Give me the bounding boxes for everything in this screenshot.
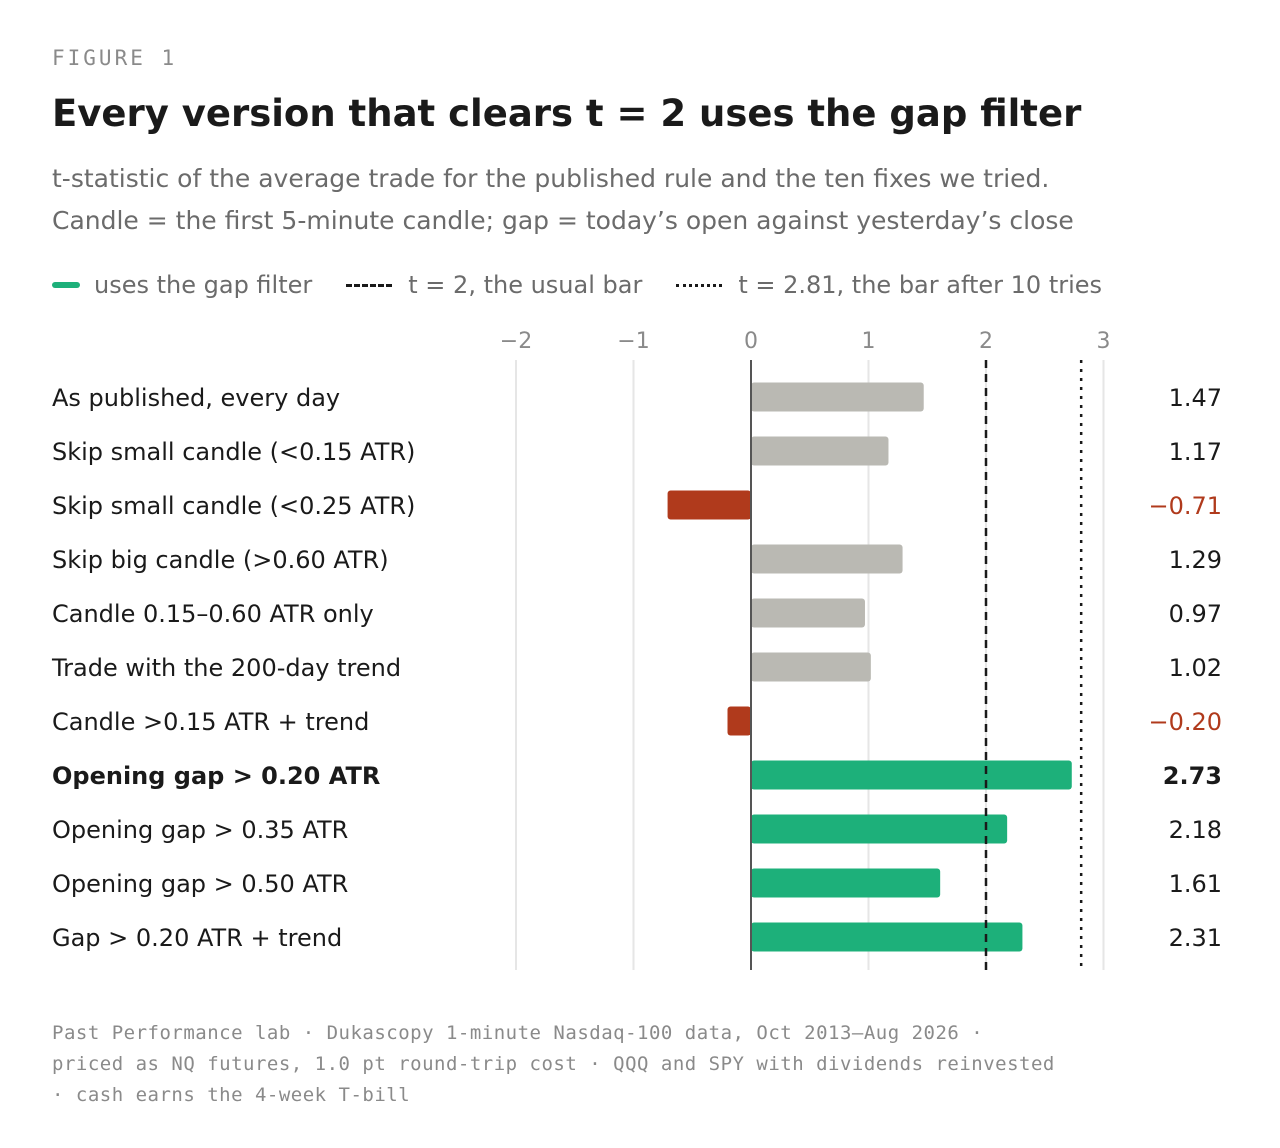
- x-tick-label: 3: [1097, 329, 1111, 354]
- bar: [751, 922, 1023, 952]
- subtitle-line-2: Candle = the first 5-minute candle; gap …: [52, 206, 1074, 235]
- legend-item-t281: t = 2.81, the bar after 10 tries: [676, 271, 1102, 299]
- value-label: 1.17: [1169, 438, 1222, 466]
- footer-line-1: Past Performance lab · Dukascopy 1-minut…: [52, 1022, 984, 1044]
- figure-label: FIGURE 1: [52, 46, 178, 70]
- category-label: Trade with the 200-day trend: [51, 654, 401, 682]
- chart-title: Every version that clears t = 2 uses the…: [52, 92, 1082, 135]
- bar-chart: −2 −1 0 1 2 3 As published, every day 1.47 Skip …: [51, 329, 1222, 970]
- bar: [751, 598, 865, 628]
- value-label: 2.73: [1163, 762, 1222, 790]
- value-label: 2.18: [1169, 816, 1222, 844]
- subtitle-line-1: t-statistic of the average trade for the…: [52, 164, 1050, 193]
- x-tick-label: −1: [617, 329, 649, 354]
- x-tick-label: 0: [744, 329, 758, 354]
- legend-swatch-gap: [52, 282, 80, 288]
- legend-label-t2: t = 2, the usual bar: [408, 271, 643, 299]
- category-label: Opening gap > 0.50 ATR: [52, 870, 348, 898]
- legend-swatch-t2: [346, 283, 393, 287]
- chart-subtitle: t-statistic of the average trade for the…: [52, 158, 1252, 242]
- bar: [751, 814, 1008, 844]
- category-label: As published, every day: [52, 384, 340, 412]
- bar: [751, 382, 924, 412]
- value-label: 1.61: [1169, 870, 1222, 898]
- footer-line-3: · cash earns the 4-week T-bill: [52, 1084, 411, 1106]
- value-label: 1.29: [1169, 546, 1222, 574]
- category-label: Skip small candle (<0.25 ATR): [52, 492, 415, 520]
- value-label: 2.31: [1169, 924, 1222, 952]
- category-label: Candle >0.15 ATR + trend: [52, 708, 369, 736]
- legend-label-gap: uses the gap filter: [94, 271, 313, 299]
- category-label: Skip big candle (>0.60 ATR): [52, 546, 389, 574]
- x-tick-label: 1: [862, 329, 876, 354]
- category-label: Candle 0.15–0.60 ATR only: [52, 600, 374, 628]
- legend-item-t2: t = 2, the usual bar: [346, 271, 642, 299]
- value-label: 1.02: [1169, 654, 1222, 682]
- bar: [751, 760, 1072, 790]
- bar: [751, 868, 941, 898]
- bar: [751, 652, 871, 682]
- footer-line-2: priced as NQ futures, 1.0 pt round-trip …: [52, 1053, 1055, 1075]
- legend-item-gap: uses the gap filter: [52, 271, 312, 299]
- value-label: −0.71: [1148, 492, 1222, 520]
- value-label: 1.47: [1169, 384, 1222, 412]
- bar: [727, 706, 751, 736]
- legend-swatch-t281: [676, 283, 723, 287]
- x-tick-label: −2: [500, 329, 532, 354]
- category-label: Gap > 0.20 ATR + trend: [52, 924, 342, 952]
- category-label: Skip small candle (<0.15 ATR): [52, 438, 415, 466]
- value-label: −0.20: [1148, 708, 1222, 736]
- category-label: Opening gap > 0.20 ATR: [52, 762, 380, 790]
- value-label: 0.97: [1169, 600, 1222, 628]
- bar: [751, 436, 889, 466]
- bar: [667, 490, 751, 520]
- category-label: Opening gap > 0.35 ATR: [52, 816, 348, 844]
- x-tick-label: 2: [979, 329, 993, 354]
- chart-legend: uses the gap filter t = 2, the usual bar…: [52, 268, 1136, 302]
- footer-note: Past Performance lab · Dukascopy 1-minut…: [52, 1018, 1252, 1111]
- legend-label-t281: t = 2.81, the bar after 10 tries: [738, 271, 1103, 299]
- bar: [751, 544, 903, 574]
